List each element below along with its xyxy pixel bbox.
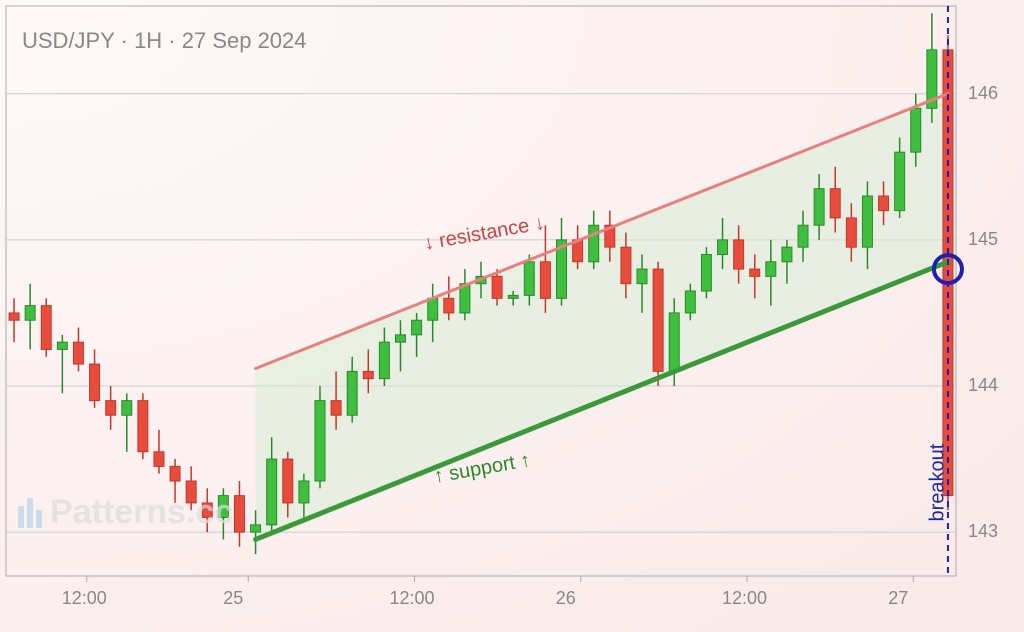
candlestick-chart — [0, 0, 1024, 632]
y-tick-label: 144 — [968, 375, 998, 396]
x-tick-label: 27 — [888, 588, 908, 609]
watermark-logo: Patterns.cc — [18, 493, 233, 532]
y-tick-label: 146 — [968, 83, 998, 104]
chart-container: USD/JPY · 1H · 27 Sep 2024 Patterns.cc ↓… — [0, 0, 1024, 632]
y-tick-label: 143 — [968, 521, 998, 542]
watermark-text: Patterns.cc — [50, 493, 233, 532]
x-tick-label: 26 — [556, 588, 576, 609]
x-tick-label: 25 — [223, 588, 243, 609]
x-tick-label: 12:00 — [722, 588, 767, 609]
breakout-annotation: breakout — [926, 444, 949, 522]
y-tick-label: 145 — [968, 229, 998, 250]
x-tick-label: 12:00 — [390, 588, 435, 609]
x-tick-label: 12:00 — [62, 588, 107, 609]
candles-icon — [18, 498, 42, 528]
chart-title: USD/JPY · 1H · 27 Sep 2024 — [22, 28, 307, 54]
